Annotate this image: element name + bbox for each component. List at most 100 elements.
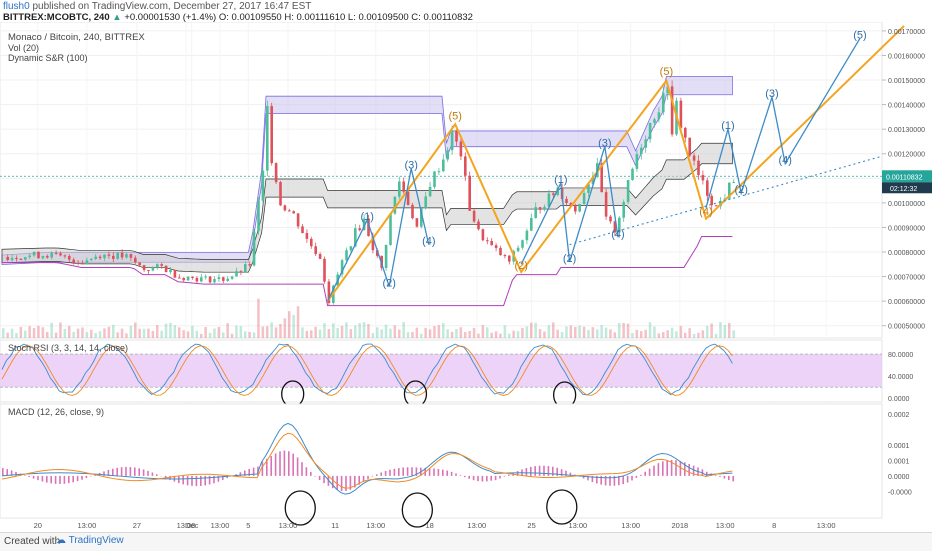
volume-bar	[464, 332, 467, 338]
volume-bar	[446, 329, 449, 338]
volume-bar	[583, 327, 586, 338]
candle-body	[732, 182, 735, 183]
volume-bar	[240, 326, 243, 338]
macd-pane: MACD (12, 26, close, 9)	[0, 404, 882, 527]
volume-bar	[372, 333, 375, 338]
macd-hist-bar	[50, 476, 52, 484]
price-axis: 0.001700000.001600000.001500000.00140000…	[882, 29, 932, 331]
candle-body	[680, 101, 683, 128]
volume-bar	[473, 328, 476, 338]
volume-bar	[728, 323, 731, 338]
macd-hist-bar	[297, 457, 299, 475]
volume-bar	[90, 330, 93, 338]
volume-bar	[662, 332, 665, 338]
candle-body	[213, 279, 216, 282]
macd-hist-bar	[482, 476, 484, 482]
time-tick-label: 13:00	[621, 521, 640, 530]
candle-body	[204, 276, 207, 277]
macd-hist-bar	[191, 476, 193, 486]
volume-bar	[482, 325, 485, 338]
volume-bar	[710, 324, 713, 338]
blue-wave-label: (3)	[765, 88, 778, 100]
candle-body	[244, 264, 247, 272]
candle-body	[578, 204, 581, 211]
candle-body	[134, 258, 137, 263]
volume-bar	[653, 327, 656, 338]
rsi-title: Stoch RSI (3, 3, 14, 14, close)	[8, 343, 128, 353]
blue-wave-label: (1)	[360, 211, 373, 223]
volume-bar	[666, 330, 669, 338]
candle-body	[649, 123, 652, 139]
macd-hist-bar	[46, 476, 48, 483]
macd-hist-bar	[407, 467, 409, 476]
price-tick-label: 0.00130000	[888, 127, 925, 134]
volume-bar	[2, 328, 5, 338]
volume-bar	[266, 326, 269, 338]
author-link[interactable]: flush0	[3, 1, 30, 12]
volume-bar	[50, 323, 53, 338]
candle-body	[358, 228, 361, 230]
candle-body	[130, 254, 133, 258]
time-tick-label: 20	[34, 521, 42, 530]
macd-hist-bar	[90, 476, 92, 477]
candle-body	[165, 266, 168, 272]
macd-hist-bar	[460, 475, 462, 476]
candle-body	[306, 233, 309, 239]
candle-body	[468, 176, 471, 211]
candle-body	[81, 263, 84, 264]
macd-hist-bar	[732, 476, 734, 482]
blue-wave-label: (1)	[721, 120, 734, 132]
macd-hist-bar	[534, 466, 536, 476]
volume-bar	[680, 326, 683, 338]
volume-bar	[178, 327, 181, 338]
chart-canvas[interactable]: (5)(2)(5)(4)(1)(2)(3)(4)(1)(2)(3)(4)(1)(…	[0, 22, 932, 532]
volume-bar	[314, 327, 317, 338]
volume-bar	[358, 323, 361, 338]
candle-body	[121, 253, 124, 258]
volume-bar	[72, 332, 75, 338]
macd-hist-bar	[200, 476, 202, 486]
candle-body	[517, 248, 520, 251]
chart-header: flush0 published on TradingView.com, Dec…	[0, 0, 932, 22]
volume-bar	[292, 315, 295, 338]
macd-hist-bar	[314, 476, 316, 477]
candle-body	[350, 246, 353, 250]
macd-tick-label: 0.0002	[888, 412, 910, 419]
volume-bar	[108, 327, 111, 338]
rsi-tick-label: 0.0000	[888, 396, 910, 403]
volume-bar	[640, 331, 643, 338]
volume-bar	[81, 327, 84, 338]
candle-body	[196, 278, 199, 281]
macd-hist-bar	[292, 454, 294, 476]
candle-body	[182, 278, 185, 280]
candle-body	[262, 171, 265, 201]
blue-wave-label: (2)	[382, 277, 395, 289]
volume-bar	[112, 325, 115, 338]
candle-body	[389, 214, 392, 245]
volume-bar	[86, 332, 89, 338]
tradingview-logo[interactable]: ☁ TradingView	[56, 535, 124, 546]
candle-body	[187, 277, 190, 281]
candle-body	[688, 138, 691, 156]
macd-hist-bar	[402, 467, 404, 475]
blue-wave-label: (1)	[554, 174, 567, 186]
candle-body	[90, 259, 93, 260]
macd-hist-bar	[543, 466, 545, 476]
volume-bar	[204, 327, 207, 338]
countdown-label: 02:12:32	[890, 186, 917, 193]
volume-bar	[332, 323, 335, 338]
candle-body	[178, 278, 181, 279]
volume-bar	[451, 332, 454, 338]
candle-body	[42, 256, 45, 258]
volume-bar	[37, 326, 40, 338]
volume-bar	[526, 326, 529, 338]
volume-bar	[517, 331, 520, 338]
volume-bar	[684, 333, 687, 338]
indicator-vol: Vol (20)	[8, 43, 39, 53]
candle-body	[209, 276, 212, 282]
volume-bar	[495, 331, 498, 338]
candle-body	[77, 263, 80, 264]
time-tick-label: 13:00	[211, 521, 230, 530]
